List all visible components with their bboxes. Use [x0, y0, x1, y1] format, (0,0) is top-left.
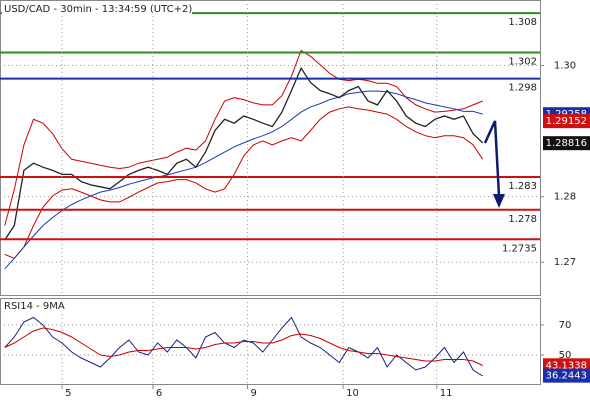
projection-arrowhead	[493, 194, 505, 208]
y-tick-label: 1.27	[554, 257, 576, 268]
x-tick-label: 6	[156, 388, 162, 399]
level-label: 1.302	[508, 56, 537, 67]
series-line	[4, 90, 483, 270]
level-label: 1.278	[508, 214, 537, 225]
price-box-label: 36.2443	[546, 371, 587, 382]
x-tick-label: 11	[440, 388, 453, 399]
price-panel	[0, 0, 541, 296]
rsi-title: RSI14 - 9MA	[4, 301, 65, 312]
price-box-label: 43.1338	[546, 360, 587, 371]
series-line	[4, 106, 484, 259]
level-label: 1.308	[508, 17, 537, 28]
price-box-label: 1.29152	[546, 116, 587, 127]
rsi-panel	[0, 298, 541, 385]
title-bg	[2, 2, 192, 16]
x-tick-label: 10	[346, 388, 359, 399]
price-box-label: 1.28816	[546, 138, 587, 149]
price-box	[543, 136, 590, 151]
projection-arrow	[483, 120, 501, 197]
series-line	[4, 327, 483, 366]
price-box	[543, 368, 590, 383]
level-label: 1.283	[508, 181, 537, 192]
level-label: 1.2735	[502, 243, 537, 254]
x-tick-label: 9	[251, 388, 257, 399]
y-tick-label: 1.30	[554, 61, 576, 72]
rsi-title-bg	[2, 300, 72, 313]
level-label: 1.298	[508, 83, 537, 94]
y-tick-label: 1.28	[554, 192, 576, 203]
chart-title: USD/CAD - 30min - 13:34:59 (UTC+2)	[4, 4, 192, 15]
price-box	[543, 114, 590, 129]
y-tick-label: 70	[559, 320, 572, 331]
series-line	[4, 316, 483, 377]
series-line	[4, 49, 483, 226]
y-tick-label: 50	[559, 350, 572, 361]
series-line	[4, 66, 484, 241]
x-tick-label: 5	[65, 388, 71, 399]
